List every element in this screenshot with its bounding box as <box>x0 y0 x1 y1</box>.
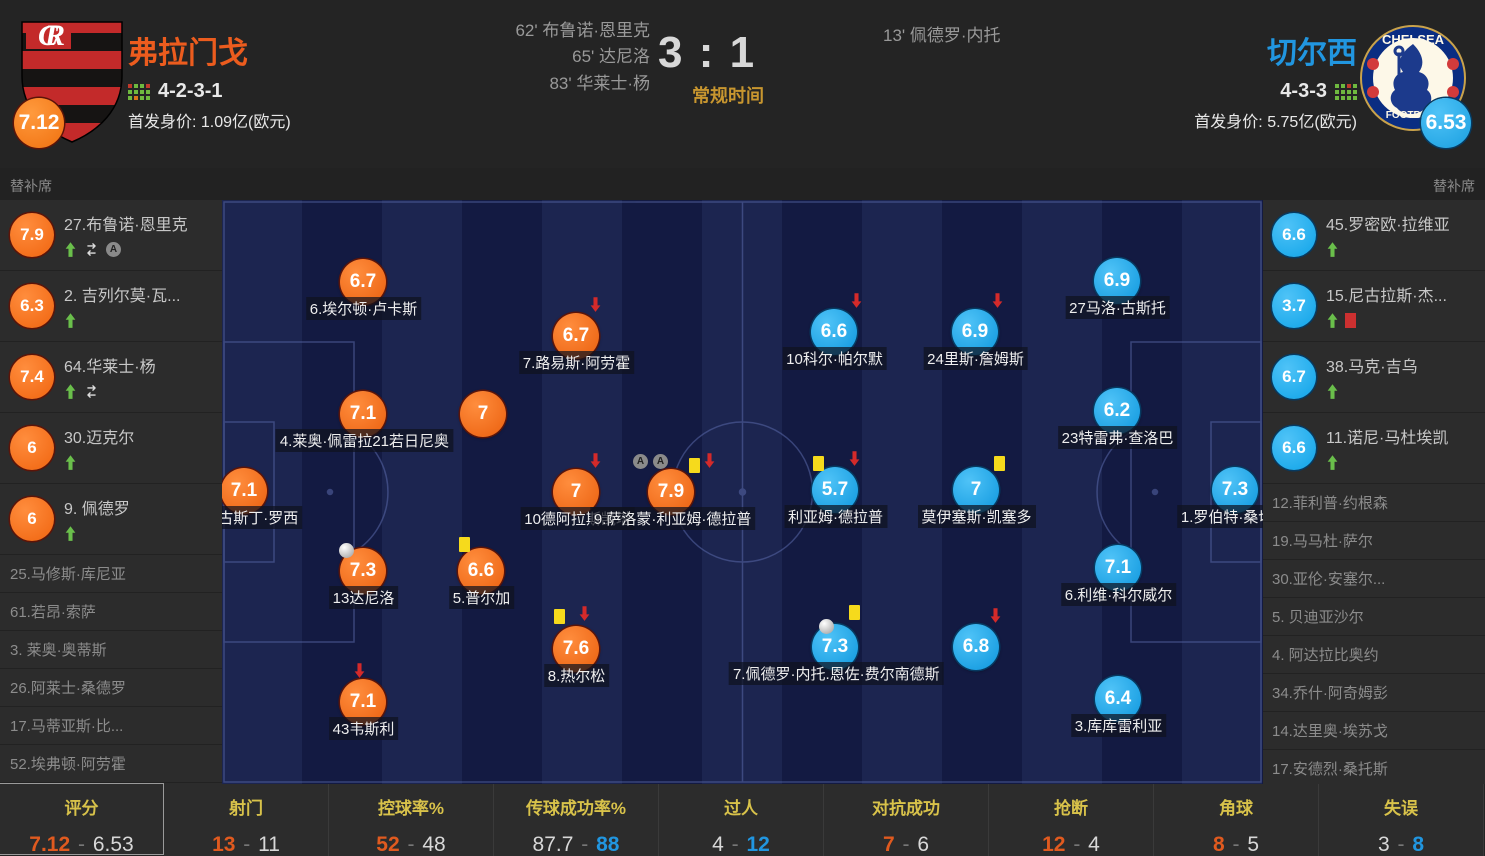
svg-text:CHELSEA: CHELSEA <box>1382 32 1445 47</box>
svg-text:R: R <box>44 19 65 52</box>
